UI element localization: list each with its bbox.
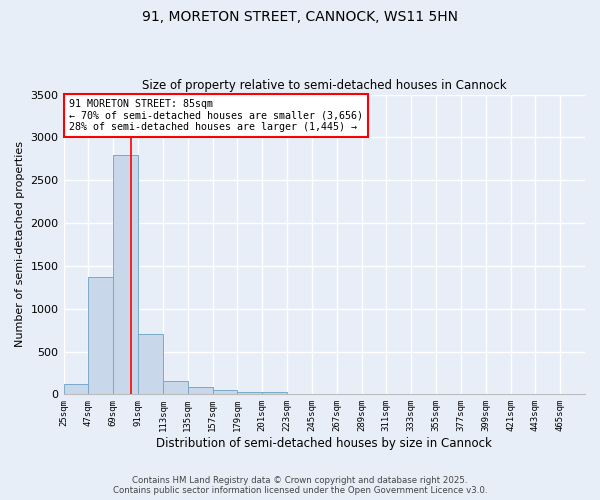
Bar	[212, 390, 238, 394]
Text: 91, MORETON STREET, CANNOCK, WS11 5HN: 91, MORETON STREET, CANNOCK, WS11 5HN	[142, 10, 458, 24]
Text: 91 MORETON STREET: 85sqm
← 70% of semi-detached houses are smaller (3,656)
28% o: 91 MORETON STREET: 85sqm ← 70% of semi-d…	[69, 99, 363, 132]
Bar	[64, 384, 88, 394]
Bar	[163, 380, 188, 394]
Bar	[113, 154, 138, 394]
Y-axis label: Number of semi-detached properties: Number of semi-detached properties	[15, 142, 25, 348]
Title: Size of property relative to semi-detached houses in Cannock: Size of property relative to semi-detach…	[142, 79, 506, 92]
Bar	[88, 276, 113, 394]
Bar	[188, 386, 212, 394]
Bar	[138, 334, 163, 394]
X-axis label: Distribution of semi-detached houses by size in Cannock: Distribution of semi-detached houses by …	[157, 437, 492, 450]
Bar	[238, 392, 262, 394]
Text: Contains HM Land Registry data © Crown copyright and database right 2025.
Contai: Contains HM Land Registry data © Crown c…	[113, 476, 487, 495]
Bar	[262, 392, 287, 394]
